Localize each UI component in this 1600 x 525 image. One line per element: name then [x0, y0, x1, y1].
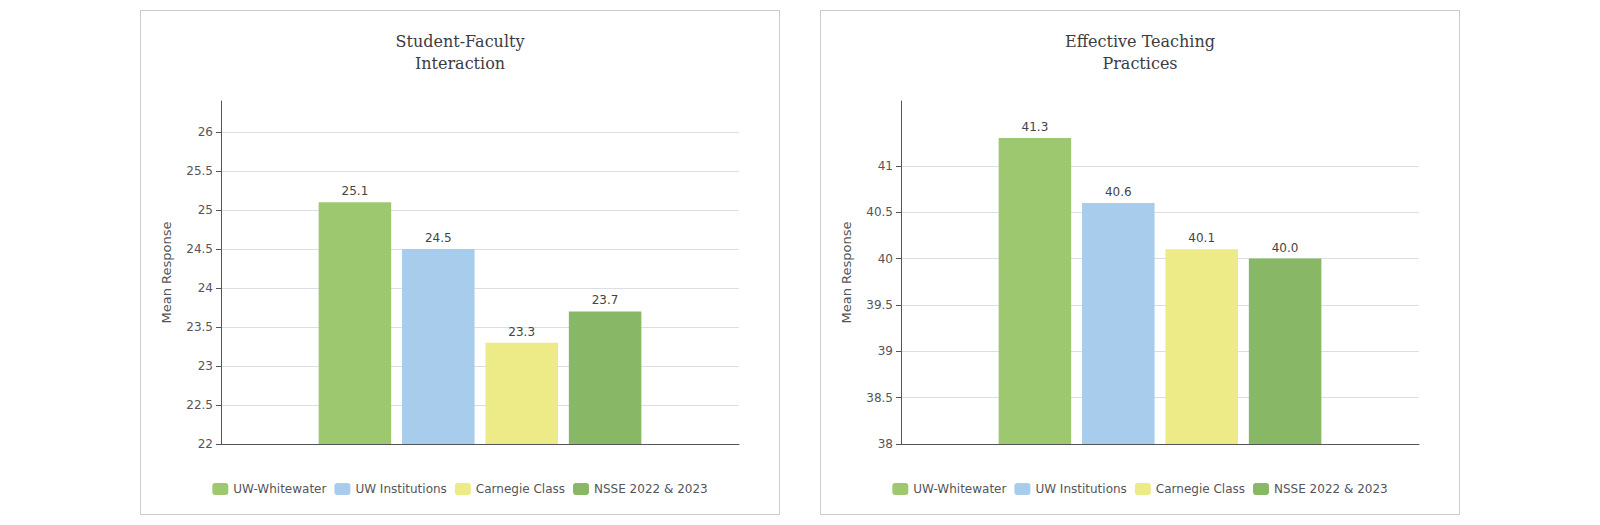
svg-text:25: 25: [198, 203, 213, 217]
svg-text:23.5: 23.5: [186, 320, 213, 334]
svg-text:40: 40: [878, 252, 893, 266]
svg-text:39: 39: [878, 344, 893, 358]
svg-text:Effective Teaching: Effective Teaching: [1065, 32, 1215, 51]
svg-text:40.6: 40.6: [1105, 185, 1132, 199]
svg-text:41.3: 41.3: [1022, 120, 1049, 134]
svg-text:NSSE 2022 & 2023: NSSE 2022 & 2023: [594, 482, 708, 496]
svg-text:40.5: 40.5: [866, 205, 893, 219]
svg-text:38: 38: [878, 437, 893, 451]
svg-text:40.0: 40.0: [1272, 241, 1299, 255]
svg-text:Interaction: Interaction: [415, 54, 505, 73]
svg-text:24.5: 24.5: [425, 231, 452, 245]
svg-text:Carnegie Class: Carnegie Class: [476, 482, 565, 496]
svg-text:NSSE 2022 & 2023: NSSE 2022 & 2023: [1274, 482, 1388, 496]
svg-text:UW-Whitewater: UW-Whitewater: [233, 482, 326, 496]
svg-text:22: 22: [198, 437, 213, 451]
svg-text:39.5: 39.5: [866, 298, 893, 312]
svg-text:Practices: Practices: [1102, 54, 1177, 73]
svg-text:Mean Response: Mean Response: [839, 222, 854, 324]
svg-text:UW Institutions: UW Institutions: [1035, 482, 1126, 496]
svg-text:24: 24: [198, 281, 213, 295]
svg-text:38.5: 38.5: [866, 391, 893, 405]
svg-text:26: 26: [198, 125, 213, 139]
svg-text:25.1: 25.1: [342, 184, 369, 198]
svg-text:UW-Whitewater: UW-Whitewater: [913, 482, 1006, 496]
svg-text:Student-Faculty: Student-Faculty: [396, 32, 525, 51]
svg-text:25.5: 25.5: [186, 164, 213, 178]
svg-text:24.5: 24.5: [186, 242, 213, 256]
svg-text:23: 23: [198, 359, 213, 373]
svg-text:22.5: 22.5: [186, 398, 213, 412]
svg-text:41: 41: [878, 159, 893, 173]
svg-text:Carnegie Class: Carnegie Class: [1156, 482, 1245, 496]
svg-text:40.1: 40.1: [1188, 231, 1215, 245]
svg-text:Mean Response: Mean Response: [159, 222, 174, 324]
svg-text:23.7: 23.7: [592, 293, 619, 307]
svg-text:23.3: 23.3: [508, 325, 535, 339]
svg-text:UW Institutions: UW Institutions: [355, 482, 446, 496]
